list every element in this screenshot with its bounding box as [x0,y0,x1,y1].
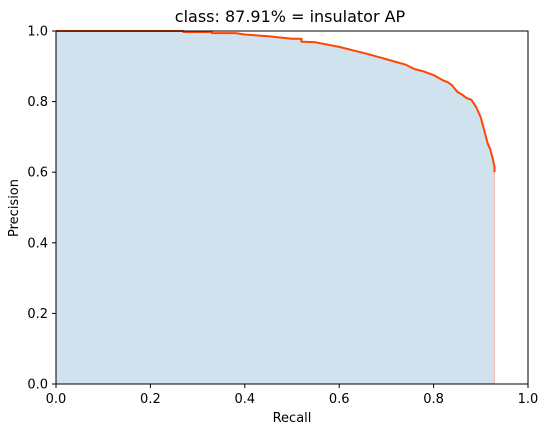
y-tick-label: 0.4 [27,236,48,251]
y-tick-label: 0.0 [27,378,48,393]
plot-area [55,30,529,385]
y-tick-label: 0.6 [27,166,48,181]
y-axis-label: Precision [7,179,22,237]
x-tick-label: 0.0 [46,392,67,407]
pr-curve-line [56,30,496,173]
x-tick-label: 0.4 [234,392,255,407]
y-tick-label: 0.8 [27,95,48,110]
chart-title: class: 87.91% = insulator AP [175,7,406,26]
x-axis-label: Recall [273,411,312,426]
y-tick-label: 0.2 [27,307,48,322]
x-tick-label: 1.0 [518,392,539,407]
area-fill [56,31,495,384]
y-tick-label: 1.0 [27,25,48,40]
x-tick-label: 0.6 [329,392,350,407]
x-tick-label: 0.8 [423,392,444,407]
axis-ticks: 0.0 0.2 0.4 0.6 0.8 1.0 0.0 0.2 0.4 0.6 0.8 1.0 [27,25,538,408]
plot-frame [55,30,529,385]
x-tick-label: 0.2 [140,392,161,407]
